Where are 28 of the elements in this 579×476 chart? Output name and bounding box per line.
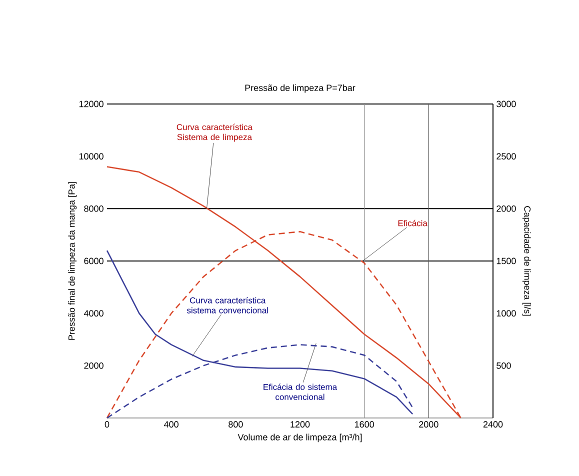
y-tick-label: 4000	[84, 310, 104, 317]
x-tick-label: 800	[228, 421, 243, 428]
y-tick-label: 12000	[79, 100, 104, 108]
y2-tick-label: 1500	[496, 258, 516, 264]
x-tick-label: 0	[104, 421, 110, 428]
y-tick-label: 2000	[84, 362, 104, 369]
x-tick-label: 2000	[419, 421, 438, 428]
y2-tick-label: 500	[496, 362, 511, 369]
annotation: Curva característica Sistema de limpeza	[176, 124, 252, 142]
chart-title: Pressão de limpeza P=7bar	[245, 84, 356, 93]
y2-tick-label: 2500	[496, 153, 516, 160]
y2-tick-label: 2000	[496, 205, 516, 212]
annotation: Eficácia do sistema convencional	[264, 384, 338, 400]
y2-tick-label: 3000	[496, 100, 516, 108]
y-tick-label: 8000	[84, 205, 104, 212]
x-tick-label: 2400	[483, 421, 503, 428]
x-tick-label: 400	[164, 421, 178, 428]
y-tick-label: 10000	[79, 153, 104, 160]
line-series	[106, 250, 414, 415]
annotation: Eficácia	[398, 220, 428, 226]
y2-tick-label: 1000	[496, 310, 516, 317]
x-tick-label: 1600	[355, 421, 374, 428]
annotation: Curva característica sistema convencional	[186, 297, 268, 314]
y-tick-label: 6000	[84, 258, 104, 264]
y2-axis-title: Capacidade de limpeza [l/s]	[522, 206, 531, 316]
y-axis-title: Pressão final de limpeza da manga [Pa]	[68, 182, 77, 340]
x-axis-title: Volume de ar de limpeza [m³/h]	[238, 434, 362, 442]
x-tick-label: 1200	[290, 421, 310, 428]
